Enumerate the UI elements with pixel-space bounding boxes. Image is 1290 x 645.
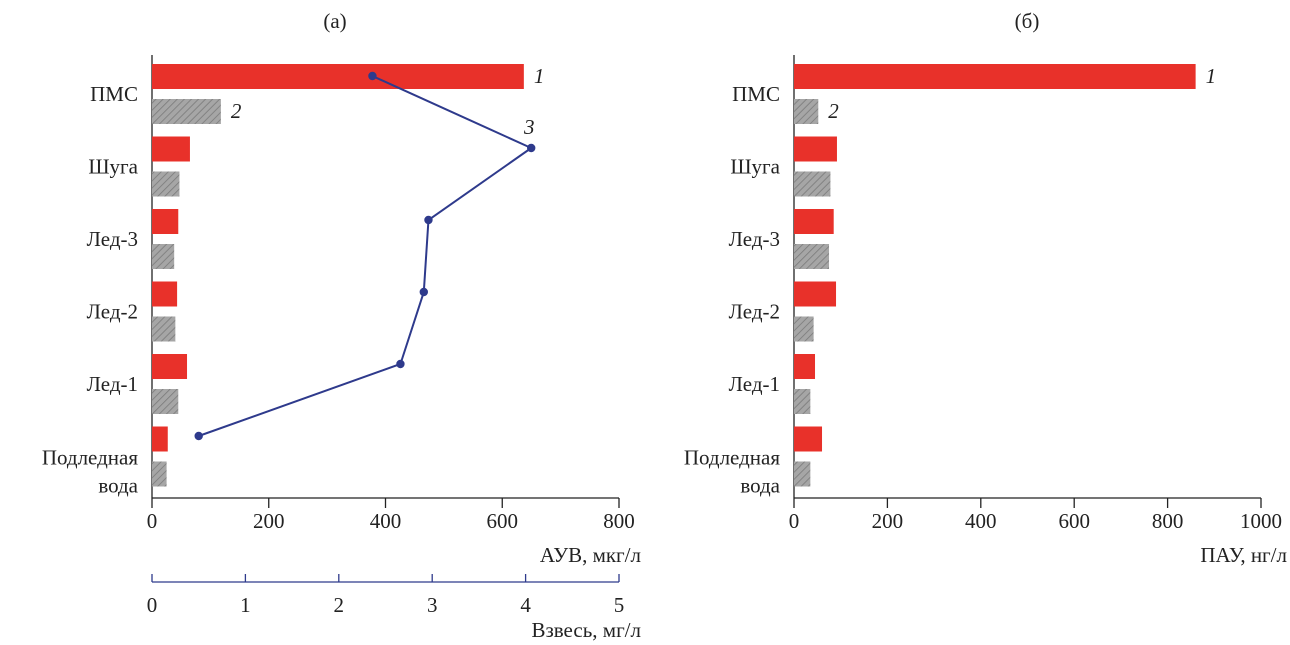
panel-a-x-axis-label: АУВ, мкг/л (540, 543, 641, 567)
panel-a-bar-series2 (152, 389, 179, 414)
panel-a-bar-series2 (152, 99, 221, 124)
panel-b-bar-series1 (794, 426, 823, 452)
panel-b-series2-label: 2 (828, 99, 839, 123)
panel-a-bar-series1 (152, 426, 168, 452)
panel-a-bar-series2 (152, 316, 176, 342)
panel-a-category-label-line: Подледная (42, 446, 139, 470)
panel-a-secondary-axis-label: Взвесь, мг/л (531, 618, 641, 642)
panel-b-bar-series2 (794, 316, 814, 342)
panel-a-x-tick-label: 800 (603, 509, 635, 533)
panel-b-x-tick-label: 600 (1058, 509, 1090, 533)
panel-a-line-point (368, 71, 377, 81)
panel-b-category-label: Шуга (730, 155, 780, 179)
panel-a-bar-series1 (152, 281, 178, 307)
panel-b-bar-series1 (794, 354, 816, 379)
panel-a-series1-label: 1 (534, 64, 545, 88)
panel-b-category-label-line: вода (740, 474, 780, 498)
panel-a-bar-series1 (152, 64, 524, 89)
panel-b-bar-series1 (794, 64, 1196, 89)
panel-b-category-label: Подледная вода (684, 446, 781, 498)
panel-a-bar-series2 (152, 244, 175, 269)
panel-b-series1-label: 1 (1206, 64, 1217, 88)
panel-a-category-label: Лед-2 (87, 300, 138, 324)
panel-b-bar-series1 (794, 209, 834, 234)
panel-a-bar-series1 (152, 209, 179, 234)
panel-b-category-label: Лед-1 (729, 372, 780, 396)
panel-b-bar-series1 (794, 136, 837, 162)
panel-a-category-label: Лед-3 (87, 227, 138, 251)
panel-a-category-label: Лед-1 (87, 372, 138, 396)
panel-a-secondary-tick-label: 5 (614, 593, 625, 617)
panel-a-category-label: Шуга (88, 155, 138, 179)
panel-b-category-label: ПМС (732, 82, 780, 106)
panel-a-category-label: ПМС (90, 82, 138, 106)
panel-a-x-tick-label: 600 (487, 509, 519, 533)
panel-b-bar-series2 (794, 99, 819, 124)
panel-b-bar-series2 (794, 244, 830, 269)
panel-a-secondary-tick-label: 2 (334, 593, 345, 617)
panel-a-title: (а) (323, 9, 346, 33)
panel-a-series3-label: 3 (523, 115, 535, 139)
panel-b-category-label: Лед-2 (729, 300, 780, 324)
panel-a-line-series3 (198, 75, 534, 437)
panel-a-series2-label: 2 (231, 99, 242, 123)
panel-b-category-label: Лед-3 (729, 227, 780, 251)
panel-a-bar-series2 (152, 461, 167, 487)
panel-b-x-tick-label: 0 (789, 509, 800, 533)
panel-a-category-label: Подледная вода (42, 446, 139, 498)
panel-a-secondary-tick-label: 4 (520, 593, 531, 617)
panel-b-category-label-line: Подледная (684, 446, 781, 470)
panel-a-bar-series2 (152, 171, 180, 197)
panel-a-line-point (527, 143, 536, 153)
panel-b-chart: (б) 0 200 400 600 800 1000 ПАУ, нг/л ПМС 1 2 Шуга Ле… (684, 9, 1287, 567)
panel-a-x-tick-label: 400 (370, 509, 402, 533)
panel-b-x-tick-label: 1000 (1240, 509, 1282, 533)
panel-a-secondary-tick-label: 3 (427, 593, 438, 617)
panel-b-bar-series2 (794, 171, 831, 197)
panel-b-x-tick-label: 400 (965, 509, 997, 533)
panel-a-bar-series1 (152, 354, 188, 379)
panel-a-line-point (194, 431, 203, 441)
panel-a-secondary-tick-label: 0 (147, 593, 158, 617)
panel-b-bar-series2 (794, 389, 811, 414)
panel-a-line-point (396, 359, 405, 369)
panel-b-bar-series2 (794, 461, 811, 487)
panel-a-line-point (424, 215, 433, 225)
panel-a-secondary-tick-label: 1 (240, 593, 251, 617)
panel-a-category-label-line: вода (98, 474, 138, 498)
panel-b-x-axis-label: ПАУ, нг/л (1200, 543, 1287, 567)
panel-b-x-tick-label: 200 (872, 509, 904, 533)
panel-a-bar-series1 (152, 136, 190, 162)
panel-b-x-tick-label: 800 (1152, 509, 1184, 533)
panel-a-x-tick-label: 200 (253, 509, 285, 533)
panel-a-line-point (419, 287, 428, 297)
panel-b-bar-series1 (794, 281, 837, 307)
panel-a-chart: (а) 0 200 400 600 800 АУВ, мкг/л ПМС 1 2 Шуга Лед-3… (42, 9, 641, 642)
panel-b-title: (б) (1015, 9, 1040, 33)
panel-a-x-tick-label: 0 (147, 509, 158, 533)
